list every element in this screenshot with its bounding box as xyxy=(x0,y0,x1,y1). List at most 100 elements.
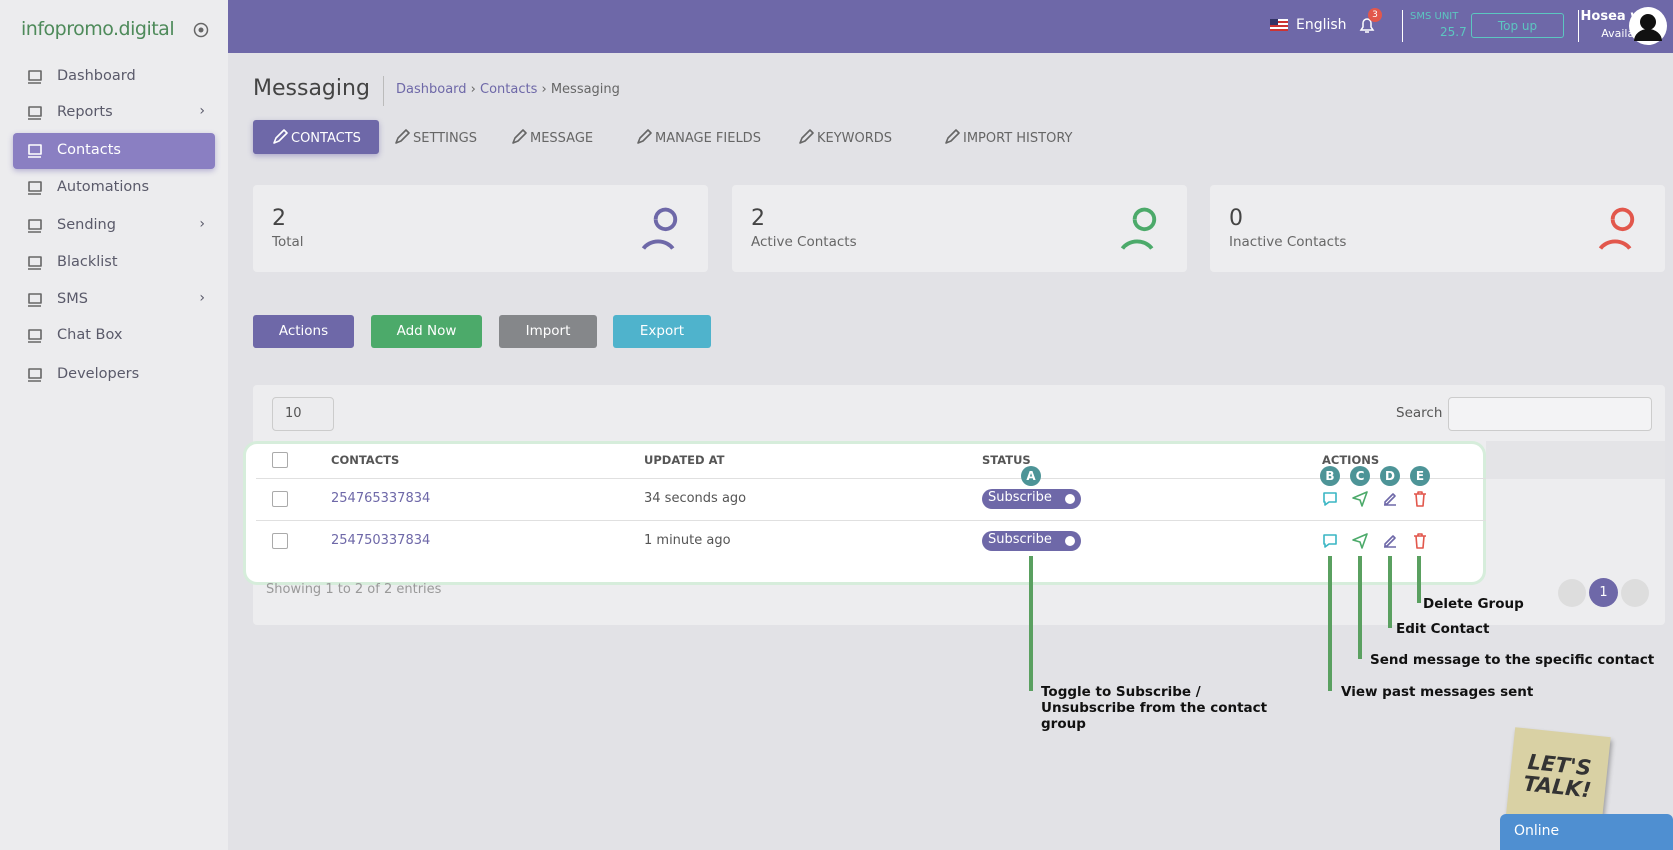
decoration xyxy=(1578,10,1579,42)
menu-item[interactable]: Chat Box xyxy=(13,318,215,354)
tab[interactable]: SETTINGS xyxy=(413,131,478,146)
language[interactable]: English xyxy=(1296,17,1347,33)
logo[interactable]: infopromo.digital xyxy=(21,18,175,40)
decoration xyxy=(1402,10,1403,42)
callout-text: View past messages sent xyxy=(1341,684,1534,700)
stat-icon xyxy=(1598,207,1635,250)
decoration xyxy=(256,478,1486,479)
collapse-icon[interactable] xyxy=(193,22,209,38)
menu-item[interactable]: Sending › xyxy=(13,208,215,244)
column-header[interactable]: STATUS xyxy=(982,453,1031,467)
pagination-page[interactable]: 1 xyxy=(1589,578,1618,607)
bell-icon[interactable] xyxy=(1357,15,1377,35)
decoration: › xyxy=(199,290,205,306)
breadcrumb: Messaging xyxy=(550,82,620,97)
avatar[interactable] xyxy=(1629,7,1667,45)
chat-status[interactable]: Online xyxy=(1500,814,1673,850)
stat-label: Active Contacts xyxy=(751,234,857,250)
decoration: › xyxy=(199,103,205,119)
menu-item[interactable]: Dashboard xyxy=(13,59,215,95)
menu-icon xyxy=(28,293,42,307)
tab[interactable]: MANAGE FIELDS xyxy=(655,131,761,146)
stat-value: 2 xyxy=(272,206,286,231)
sms-unit-label: SMS UNIT xyxy=(1410,11,1459,22)
menu-item[interactable]: Automations xyxy=(13,170,215,206)
column-header[interactable]: CONTACTS xyxy=(331,453,400,467)
callout-text: Toggle to Subscribe / Unsubscribe from t… xyxy=(1041,684,1268,732)
menu-item[interactable]: SMS › xyxy=(13,282,215,318)
subscribe-toggle[interactable]: Subscribe xyxy=(982,489,1081,509)
updated-at: 34 seconds ago xyxy=(644,491,747,506)
tab-icon xyxy=(799,129,814,144)
stat-card: 2 Total xyxy=(253,185,708,272)
contact-number[interactable]: 254750337834 xyxy=(331,533,431,548)
decoration xyxy=(256,520,1486,521)
tab[interactable]: IMPORT HISTORY xyxy=(963,131,1073,146)
decoration: › xyxy=(199,216,205,232)
row-action-icon[interactable] xyxy=(1351,532,1369,550)
callout-text: Delete Group xyxy=(1423,596,1524,612)
pagination-next[interactable] xyxy=(1621,579,1649,607)
row-action-icon[interactable] xyxy=(1381,532,1399,550)
callout-line xyxy=(1388,556,1392,628)
flag-icon xyxy=(1270,19,1288,31)
annotation-marker: E xyxy=(1410,466,1430,486)
action-button[interactable]: Import xyxy=(499,315,597,348)
breadcrumb[interactable]: Dashboard xyxy=(396,82,467,97)
callout-line xyxy=(1358,556,1362,659)
column-header[interactable]: UPDATED AT xyxy=(644,453,725,467)
contact-number[interactable]: 254765337834 xyxy=(331,491,431,506)
menu-item[interactable]: Blacklist xyxy=(13,245,215,281)
row-action-icon[interactable] xyxy=(1381,490,1399,508)
row-action-icon[interactable] xyxy=(1411,532,1429,550)
pagination-prev[interactable] xyxy=(1558,579,1586,607)
menu-icon xyxy=(28,256,42,270)
callout-line xyxy=(1029,556,1033,691)
highlight-box xyxy=(243,441,1486,585)
menu-item[interactable]: Developers xyxy=(13,357,215,393)
select-all-checkbox[interactable] xyxy=(272,452,288,468)
row-action-icon[interactable] xyxy=(1321,532,1339,550)
sms-unit-value: 25.7 xyxy=(1440,25,1467,39)
action-button[interactable]: Actions xyxy=(253,315,354,348)
decoration: › xyxy=(466,82,480,97)
page-size-select[interactable]: 10 xyxy=(272,397,334,431)
stat-icon xyxy=(1120,207,1157,250)
breadcrumb[interactable]: Contacts xyxy=(480,82,538,97)
decoration: › xyxy=(537,82,551,97)
tab[interactable]: MESSAGE xyxy=(530,131,594,146)
menu-icon xyxy=(28,106,42,120)
sidebar: infopromo.digital Dashboard Reports › Conta… xyxy=(0,0,228,850)
decoration xyxy=(383,76,384,106)
top-up-button[interactable]: Top up xyxy=(1471,13,1564,38)
tab-icon xyxy=(945,129,960,144)
callout-line xyxy=(1328,556,1332,691)
callout-line xyxy=(1417,556,1421,603)
row-checkbox[interactable] xyxy=(272,491,288,507)
tab[interactable]: CONTACTS xyxy=(291,131,361,146)
row-action-icon[interactable] xyxy=(1351,490,1369,508)
action-button[interactable]: Add Now xyxy=(371,315,482,348)
subscribe-toggle[interactable]: Subscribe xyxy=(982,531,1081,551)
menu-item[interactable]: Reports › xyxy=(13,95,215,131)
row-action-icon[interactable] xyxy=(1321,490,1339,508)
annotation-marker: B xyxy=(1320,466,1340,486)
stat-card: 0 Inactive Contacts xyxy=(1210,185,1665,272)
menu-icon xyxy=(28,181,42,195)
search-input[interactable] xyxy=(1448,397,1652,431)
page-title: Messaging xyxy=(253,76,370,101)
tab[interactable]: KEYWORDS xyxy=(817,131,893,146)
tab-icon xyxy=(637,129,652,144)
callout-text: Edit Contact xyxy=(1396,621,1490,637)
row-checkbox[interactable] xyxy=(272,533,288,549)
table-footer: Showing 1 to 2 of 2 entries xyxy=(266,582,442,597)
menu-icon xyxy=(28,70,42,84)
row-action-icon[interactable] xyxy=(1411,490,1429,508)
action-button[interactable]: Export xyxy=(613,315,711,348)
menu-item[interactable]: Contacts xyxy=(13,133,215,169)
breadcrumbs: Dashboard › Contacts › Messaging xyxy=(396,82,620,97)
stat-label: Inactive Contacts xyxy=(1229,234,1347,250)
